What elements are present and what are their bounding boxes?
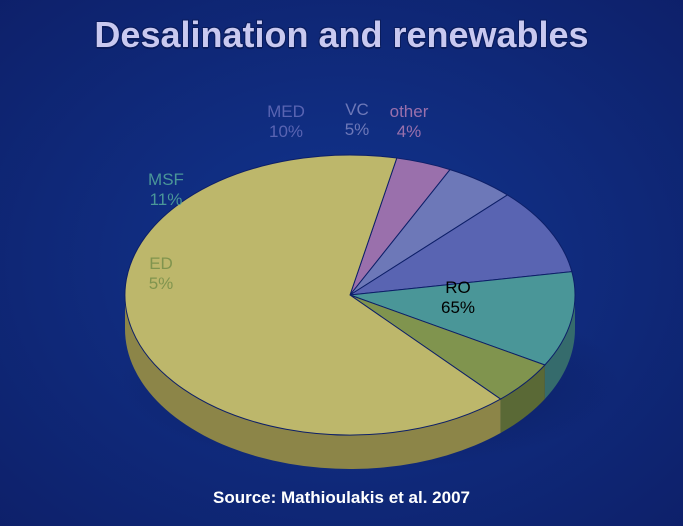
label-VC-name: VC	[317, 100, 397, 120]
label-ED: ED5%	[121, 254, 201, 293]
label-MED: MED10%	[246, 102, 326, 141]
label-MSF-name: MSF	[126, 170, 206, 190]
label-MED-pct: 10%	[246, 122, 326, 142]
label-MED-name: MED	[246, 102, 326, 122]
label-RO-pct: 65%	[418, 298, 498, 318]
label-ED-pct: 5%	[121, 274, 201, 294]
label-MSF-pct: 11%	[126, 190, 206, 210]
label-VC: VC5%	[317, 100, 397, 139]
label-VC-pct: 5%	[317, 120, 397, 140]
label-RO-name: RO	[418, 278, 498, 298]
label-MSF: MSF11%	[126, 170, 206, 209]
chart-canvas	[0, 0, 683, 526]
label-ED-name: ED	[121, 254, 201, 274]
source-caption: Source: Mathioulakis et al. 2007	[0, 488, 683, 508]
label-RO: RO65%	[418, 278, 498, 317]
slide-title: Desalination and renewables	[0, 14, 683, 56]
slide: Desalination and renewables other4%VC5%M…	[0, 0, 683, 526]
